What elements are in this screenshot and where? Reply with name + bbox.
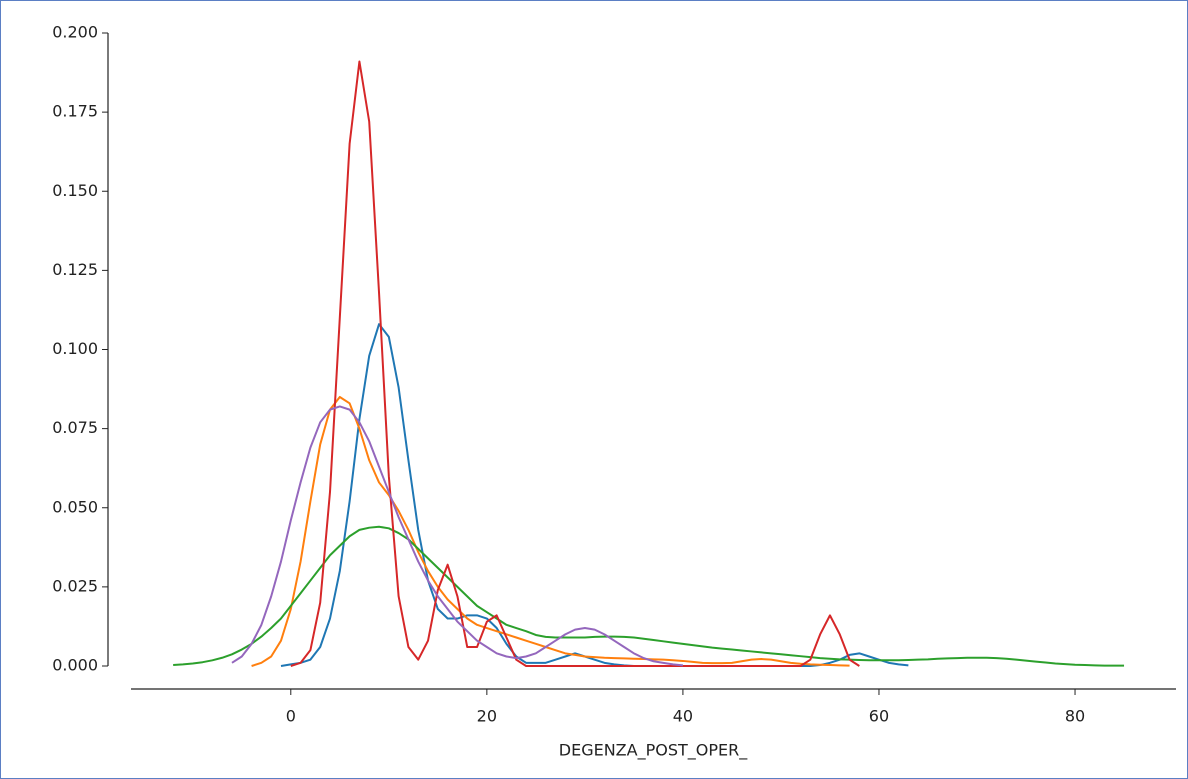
y-tick-label: 0.150 (52, 181, 98, 200)
y-tick-label: 0.075 (52, 418, 98, 437)
density-line (280, 323, 909, 667)
y-tick-label: 0.175 (52, 102, 98, 121)
x-tick-label: 60 (869, 707, 889, 726)
y-tick-label: 0.050 (52, 497, 98, 516)
x-tick-label: 0 (286, 707, 296, 726)
y-tick-label: 0.000 (52, 656, 98, 675)
y-tick-label: 0.200 (52, 23, 98, 42)
density-line (231, 405, 684, 667)
density-line (251, 395, 850, 667)
y-tick-label: 0.125 (52, 260, 98, 279)
y-tick-label: 0.100 (52, 339, 98, 358)
density-line (290, 60, 860, 667)
x-axis-label: DEGENZA_POST_OPER_ (559, 741, 748, 761)
x-tick-label: 80 (1065, 707, 1085, 726)
x-tick-label: 20 (477, 707, 497, 726)
density-line (173, 525, 1125, 667)
x-tick-label: 40 (673, 707, 693, 726)
y-tick-label: 0.025 (52, 576, 98, 595)
